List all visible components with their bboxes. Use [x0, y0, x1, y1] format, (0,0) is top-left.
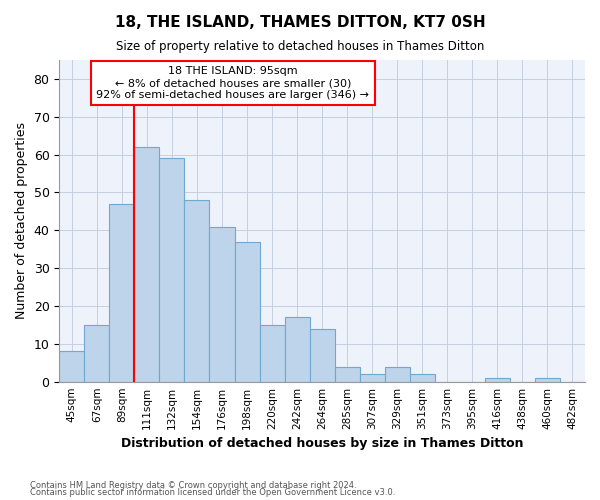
X-axis label: Distribution of detached houses by size in Thames Ditton: Distribution of detached houses by size …: [121, 437, 523, 450]
Bar: [59, 352, 85, 382]
Text: 18, THE ISLAND, THAMES DITTON, KT7 0SH: 18, THE ISLAND, THAMES DITTON, KT7 0SH: [115, 15, 485, 30]
Bar: [335, 366, 359, 382]
Bar: [184, 200, 209, 382]
Bar: [85, 325, 109, 382]
Bar: [410, 374, 435, 382]
Bar: [385, 366, 410, 382]
Text: 18 THE ISLAND: 95sqm
← 8% of detached houses are smaller (30)
92% of semi-detach: 18 THE ISLAND: 95sqm ← 8% of detached ho…: [96, 66, 369, 100]
Bar: [134, 147, 160, 382]
Bar: [260, 325, 284, 382]
Bar: [359, 374, 385, 382]
Text: Size of property relative to detached houses in Thames Ditton: Size of property relative to detached ho…: [116, 40, 484, 53]
Bar: [485, 378, 510, 382]
Text: Contains HM Land Registry data © Crown copyright and database right 2024.: Contains HM Land Registry data © Crown c…: [30, 480, 356, 490]
Bar: [535, 378, 560, 382]
Bar: [235, 242, 260, 382]
Bar: [209, 226, 235, 382]
Bar: [109, 204, 134, 382]
Y-axis label: Number of detached properties: Number of detached properties: [15, 122, 28, 320]
Bar: [160, 158, 184, 382]
Text: Contains public sector information licensed under the Open Government Licence v3: Contains public sector information licen…: [30, 488, 395, 497]
Bar: [310, 328, 335, 382]
Bar: [284, 318, 310, 382]
